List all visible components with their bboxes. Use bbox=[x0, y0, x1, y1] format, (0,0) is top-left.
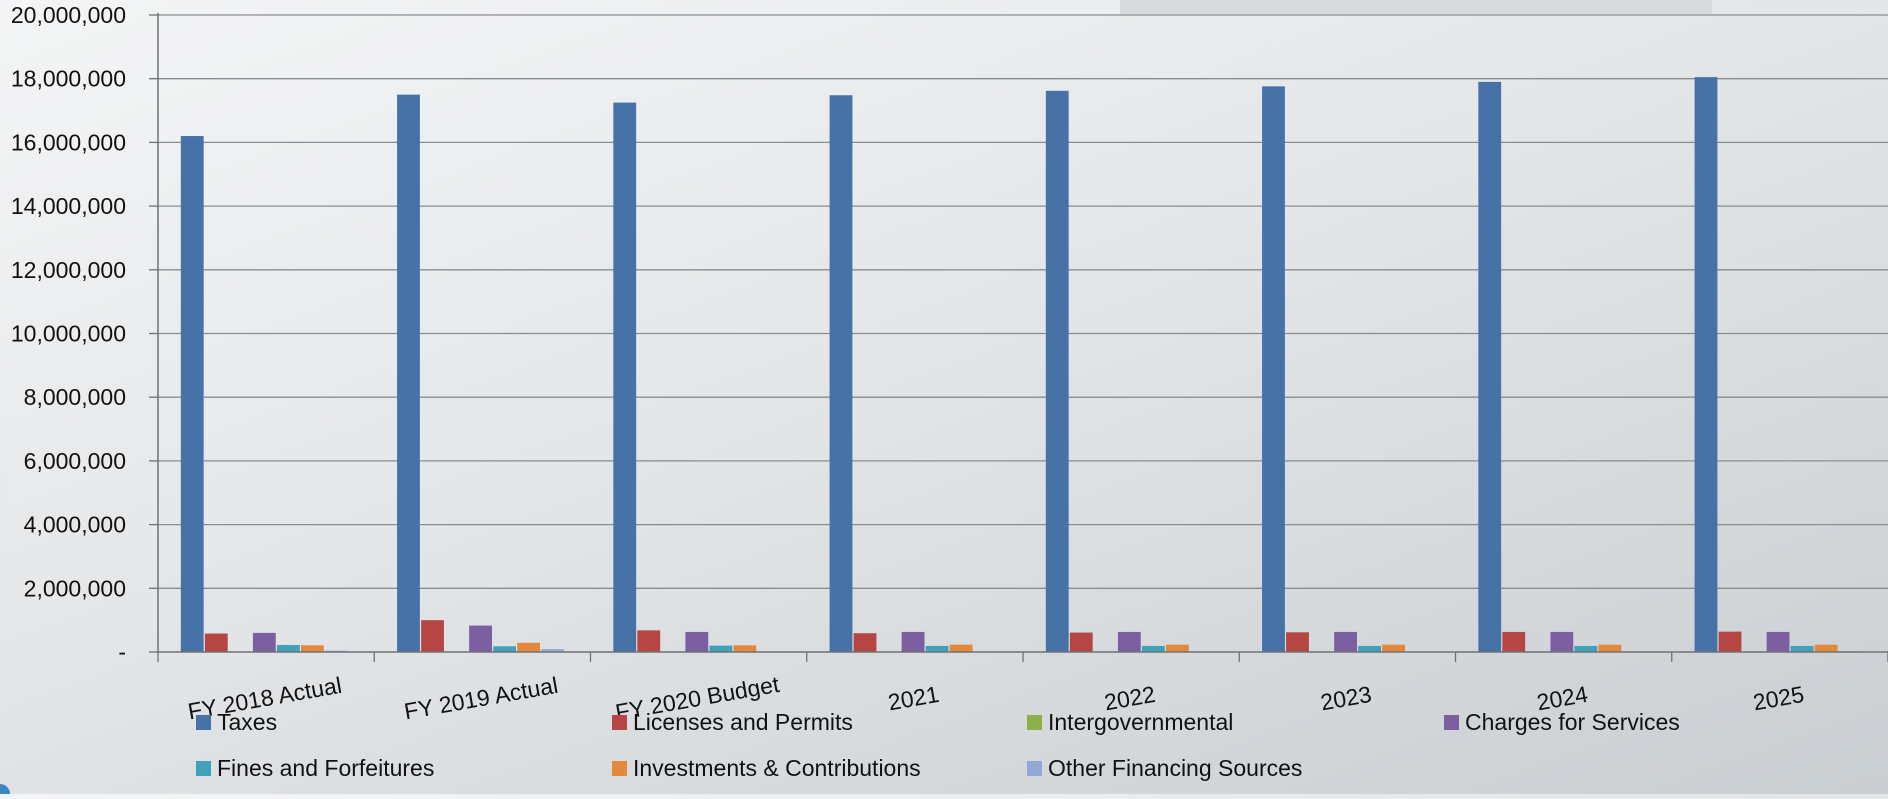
bar-investments-contributions bbox=[733, 645, 757, 652]
y-tick-label: 14,000,000 bbox=[11, 193, 126, 219]
bar-investments-contributions bbox=[1814, 644, 1838, 652]
bar-charges-for-services bbox=[1334, 631, 1357, 652]
bar-licenses-and-permits bbox=[637, 630, 661, 652]
bar-charges-for-services bbox=[1766, 631, 1790, 652]
legend-label: Other Financing Sources bbox=[1048, 755, 1302, 781]
y-tick-label: 4,000,000 bbox=[24, 512, 126, 538]
bar-fines-and-forfeitures bbox=[1790, 645, 1814, 652]
bar-licenses-and-permits bbox=[1069, 632, 1093, 652]
bar-fines-and-forfeitures bbox=[1574, 645, 1598, 652]
legend-swatch bbox=[196, 761, 211, 776]
bar-charges-for-services bbox=[1550, 631, 1574, 652]
legend-label: Fines and Forfeitures bbox=[217, 755, 434, 781]
y-tick-label: 12,000,000 bbox=[11, 257, 126, 283]
bar-taxes bbox=[1694, 77, 1718, 653]
bar-other-financing-sources bbox=[541, 649, 565, 652]
bar-charges-for-services bbox=[901, 631, 925, 652]
bar-fines-and-forfeitures bbox=[925, 645, 949, 652]
y-tick-label: 2,000,000 bbox=[24, 575, 126, 601]
x-tick-label: FY 2019 Actual bbox=[402, 672, 560, 725]
bar-investments-contributions bbox=[300, 645, 324, 652]
legend-label: Investments & Contributions bbox=[633, 755, 921, 781]
bar-licenses-and-permits bbox=[421, 620, 444, 652]
bar-charges-for-services bbox=[469, 625, 492, 652]
bar-investments-contributions bbox=[1598, 644, 1622, 652]
bar-taxes bbox=[829, 95, 853, 652]
y-tick-label: - bbox=[118, 639, 126, 665]
x-tick-label: 2023 bbox=[1319, 681, 1374, 715]
bar-licenses-and-permits bbox=[204, 633, 228, 652]
bar-fines-and-forfeitures bbox=[276, 644, 300, 652]
x-tick-label: 2021 bbox=[886, 681, 941, 715]
bar-taxes bbox=[1045, 90, 1069, 653]
top-shading-band bbox=[1120, 0, 1712, 14]
legend-swatch bbox=[196, 715, 211, 730]
legend-swatch bbox=[1027, 715, 1042, 730]
legend-swatch bbox=[1027, 761, 1042, 776]
legend-label: Taxes bbox=[217, 709, 277, 735]
bar-licenses-and-permits bbox=[853, 633, 877, 652]
bar-fines-and-forfeitures bbox=[1358, 645, 1382, 652]
y-tick-label: 18,000,000 bbox=[11, 66, 126, 92]
bar-licenses-and-permits bbox=[1286, 632, 1309, 652]
bar-charges-for-services bbox=[252, 632, 276, 652]
y-tick-label: 20,000,000 bbox=[11, 2, 126, 28]
x-tick-label: 2025 bbox=[1751, 681, 1806, 715]
legend-swatch bbox=[1444, 715, 1459, 730]
bar-fines-and-forfeitures bbox=[493, 646, 517, 652]
bar-licenses-and-permits bbox=[1718, 631, 1742, 652]
bar-taxes bbox=[1478, 81, 1502, 652]
bar-investments-contributions bbox=[949, 644, 973, 652]
bar-licenses-and-permits bbox=[1502, 631, 1526, 652]
bar-taxes bbox=[613, 102, 637, 652]
bar-fines-and-forfeitures bbox=[1141, 645, 1165, 652]
bar-taxes bbox=[397, 94, 420, 652]
bar-investments-contributions bbox=[1382, 644, 1406, 652]
bar-taxes bbox=[180, 136, 204, 652]
legend-label: Charges for Services bbox=[1465, 709, 1680, 735]
bar-investments-contributions bbox=[517, 642, 541, 652]
bar-fines-and-forfeitures bbox=[709, 645, 733, 652]
legend-swatch bbox=[612, 761, 627, 776]
y-tick-label: 8,000,000 bbox=[24, 384, 126, 410]
legend-swatch bbox=[612, 715, 627, 730]
bar-taxes bbox=[1262, 86, 1285, 653]
bar-charges-for-services bbox=[685, 631, 709, 652]
legend-label: Intergovernmental bbox=[1048, 709, 1233, 735]
y-tick-label: 10,000,000 bbox=[11, 321, 126, 347]
y-tick-label: 16,000,000 bbox=[11, 129, 126, 155]
bar-investments-contributions bbox=[1165, 644, 1189, 652]
y-tick-label: 6,000,000 bbox=[24, 448, 126, 474]
legend-label: Licenses and Permits bbox=[633, 709, 853, 735]
corner-accent bbox=[0, 784, 10, 794]
bar-charges-for-services bbox=[1117, 631, 1141, 652]
